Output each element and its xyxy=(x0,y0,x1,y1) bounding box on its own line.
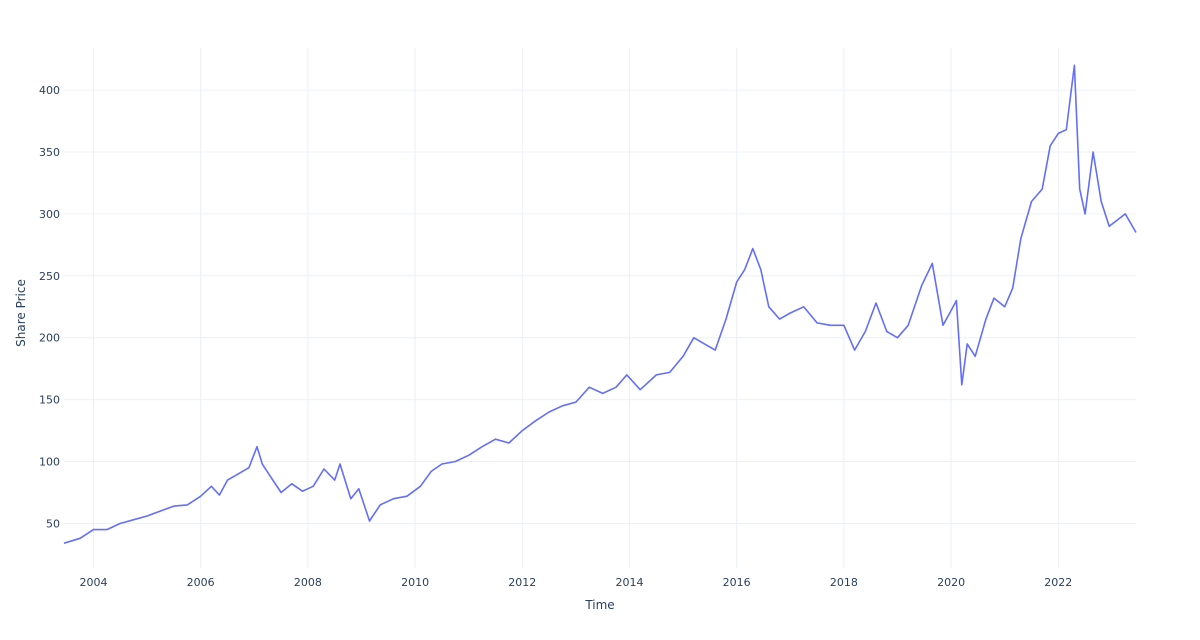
x-tick-label: 2004 xyxy=(79,576,107,589)
series-layer xyxy=(63,64,1137,544)
share-price-line xyxy=(63,64,1137,544)
x-tick-label: 2008 xyxy=(294,576,322,589)
y-tick-label: 400 xyxy=(39,84,60,97)
x-tick-label: 2012 xyxy=(508,576,536,589)
y-tick-layer: 50 100 150 200 250 300 350 400 xyxy=(39,84,60,530)
grid-layer xyxy=(64,48,1136,568)
x-tick-label: 2006 xyxy=(187,576,215,589)
x-tick-label: 2020 xyxy=(937,576,965,589)
y-tick-label: 350 xyxy=(39,146,60,159)
x-tick-label: 2022 xyxy=(1044,576,1072,589)
y-tick-label: 100 xyxy=(39,456,60,469)
x-tick-layer: 2004 2006 2008 2010 2012 2014 2016 2018 2020 2022 xyxy=(79,576,1072,589)
y-tick-label: 150 xyxy=(39,394,60,407)
x-tick-label: 2014 xyxy=(615,576,643,589)
x-axis-title: Time xyxy=(584,598,614,612)
y-tick-label: 200 xyxy=(39,332,60,345)
x-tick-label: 2016 xyxy=(723,576,751,589)
y-tick-label: 300 xyxy=(39,208,60,221)
y-axis-title: Share Price xyxy=(14,279,28,347)
x-tick-label: 2010 xyxy=(401,576,429,589)
y-tick-label: 250 xyxy=(39,270,60,283)
y-tick-label: 50 xyxy=(46,517,60,530)
x-tick-label: 2018 xyxy=(830,576,858,589)
